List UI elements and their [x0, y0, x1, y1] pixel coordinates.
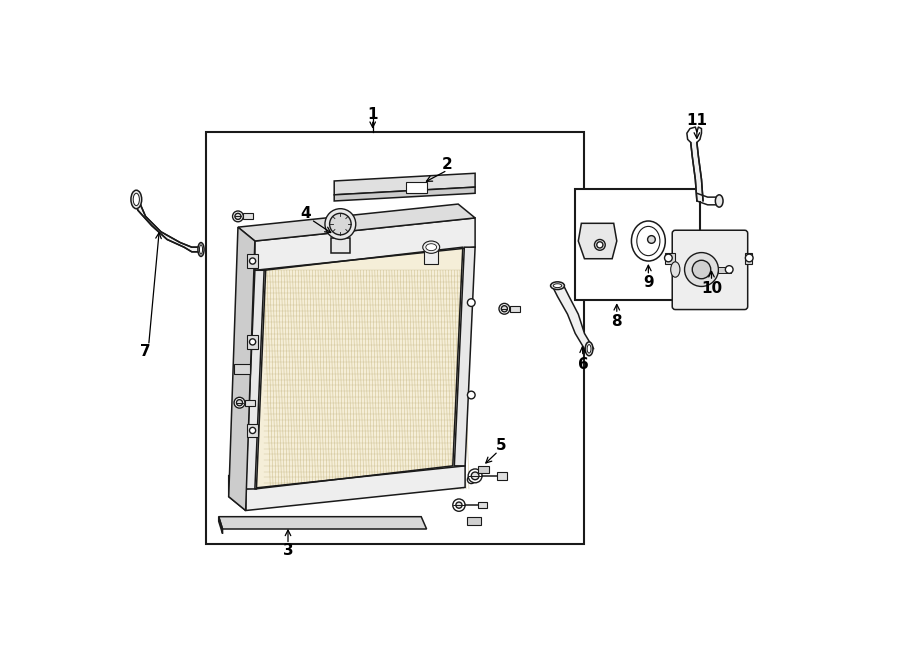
Text: 2: 2 — [442, 157, 453, 171]
Circle shape — [472, 472, 479, 480]
Circle shape — [597, 242, 603, 248]
Polygon shape — [219, 517, 427, 529]
Bar — [245, 400, 255, 406]
Circle shape — [725, 266, 734, 274]
Ellipse shape — [198, 243, 204, 256]
Circle shape — [664, 254, 672, 262]
Circle shape — [595, 239, 605, 251]
Polygon shape — [248, 424, 258, 438]
Bar — [234, 364, 249, 374]
Text: 1: 1 — [367, 107, 378, 122]
Ellipse shape — [426, 244, 436, 251]
Circle shape — [467, 299, 475, 307]
Polygon shape — [246, 270, 266, 489]
Text: 8: 8 — [611, 313, 622, 329]
Ellipse shape — [200, 245, 202, 254]
Ellipse shape — [637, 226, 660, 256]
Polygon shape — [255, 247, 463, 489]
Circle shape — [237, 400, 243, 406]
Text: 4: 4 — [301, 206, 311, 221]
Circle shape — [249, 339, 256, 345]
Bar — [478, 466, 489, 473]
Ellipse shape — [632, 221, 665, 261]
Polygon shape — [665, 253, 675, 264]
Circle shape — [501, 305, 508, 312]
Circle shape — [745, 254, 753, 262]
Polygon shape — [255, 218, 475, 270]
Ellipse shape — [716, 195, 723, 207]
Polygon shape — [334, 187, 475, 201]
Bar — [406, 182, 428, 192]
Circle shape — [648, 235, 655, 243]
Ellipse shape — [670, 262, 680, 277]
Polygon shape — [579, 223, 617, 258]
Text: 6: 6 — [578, 357, 589, 371]
Ellipse shape — [587, 344, 591, 353]
Polygon shape — [334, 173, 475, 195]
Circle shape — [499, 303, 509, 314]
Circle shape — [468, 469, 482, 483]
Polygon shape — [248, 254, 258, 268]
Text: 11: 11 — [687, 114, 707, 128]
Bar — [467, 517, 482, 525]
Bar — [718, 267, 731, 272]
Bar — [575, 190, 700, 299]
Polygon shape — [229, 475, 246, 510]
Circle shape — [232, 211, 243, 222]
Ellipse shape — [585, 342, 593, 356]
Circle shape — [692, 260, 711, 279]
FancyBboxPatch shape — [672, 230, 748, 309]
Text: 9: 9 — [643, 275, 653, 290]
Polygon shape — [136, 193, 201, 252]
Text: 5: 5 — [496, 438, 507, 453]
Polygon shape — [552, 286, 594, 349]
Polygon shape — [690, 143, 703, 201]
Polygon shape — [229, 227, 255, 510]
Ellipse shape — [130, 190, 141, 209]
Circle shape — [685, 253, 718, 286]
Circle shape — [329, 214, 351, 235]
Circle shape — [234, 397, 245, 408]
Circle shape — [453, 499, 465, 512]
Circle shape — [467, 391, 475, 399]
Bar — [243, 214, 254, 219]
Circle shape — [456, 502, 462, 508]
Polygon shape — [248, 335, 258, 349]
Circle shape — [467, 476, 475, 484]
Text: 7: 7 — [140, 344, 151, 360]
Bar — [424, 249, 438, 264]
Bar — [497, 472, 508, 480]
Text: 10: 10 — [701, 282, 722, 296]
Polygon shape — [246, 466, 465, 510]
Polygon shape — [219, 517, 222, 533]
Bar — [509, 305, 520, 312]
Polygon shape — [454, 247, 475, 466]
Circle shape — [249, 258, 256, 264]
Text: 3: 3 — [283, 543, 293, 558]
Bar — [331, 238, 350, 253]
Ellipse shape — [133, 193, 140, 206]
Bar — [205, 132, 584, 543]
Circle shape — [325, 209, 356, 239]
Polygon shape — [238, 204, 475, 241]
Circle shape — [249, 428, 256, 434]
Ellipse shape — [423, 241, 440, 253]
Ellipse shape — [551, 282, 564, 290]
Bar — [478, 502, 488, 508]
Ellipse shape — [554, 284, 562, 288]
Polygon shape — [744, 253, 752, 264]
Circle shape — [235, 214, 241, 219]
